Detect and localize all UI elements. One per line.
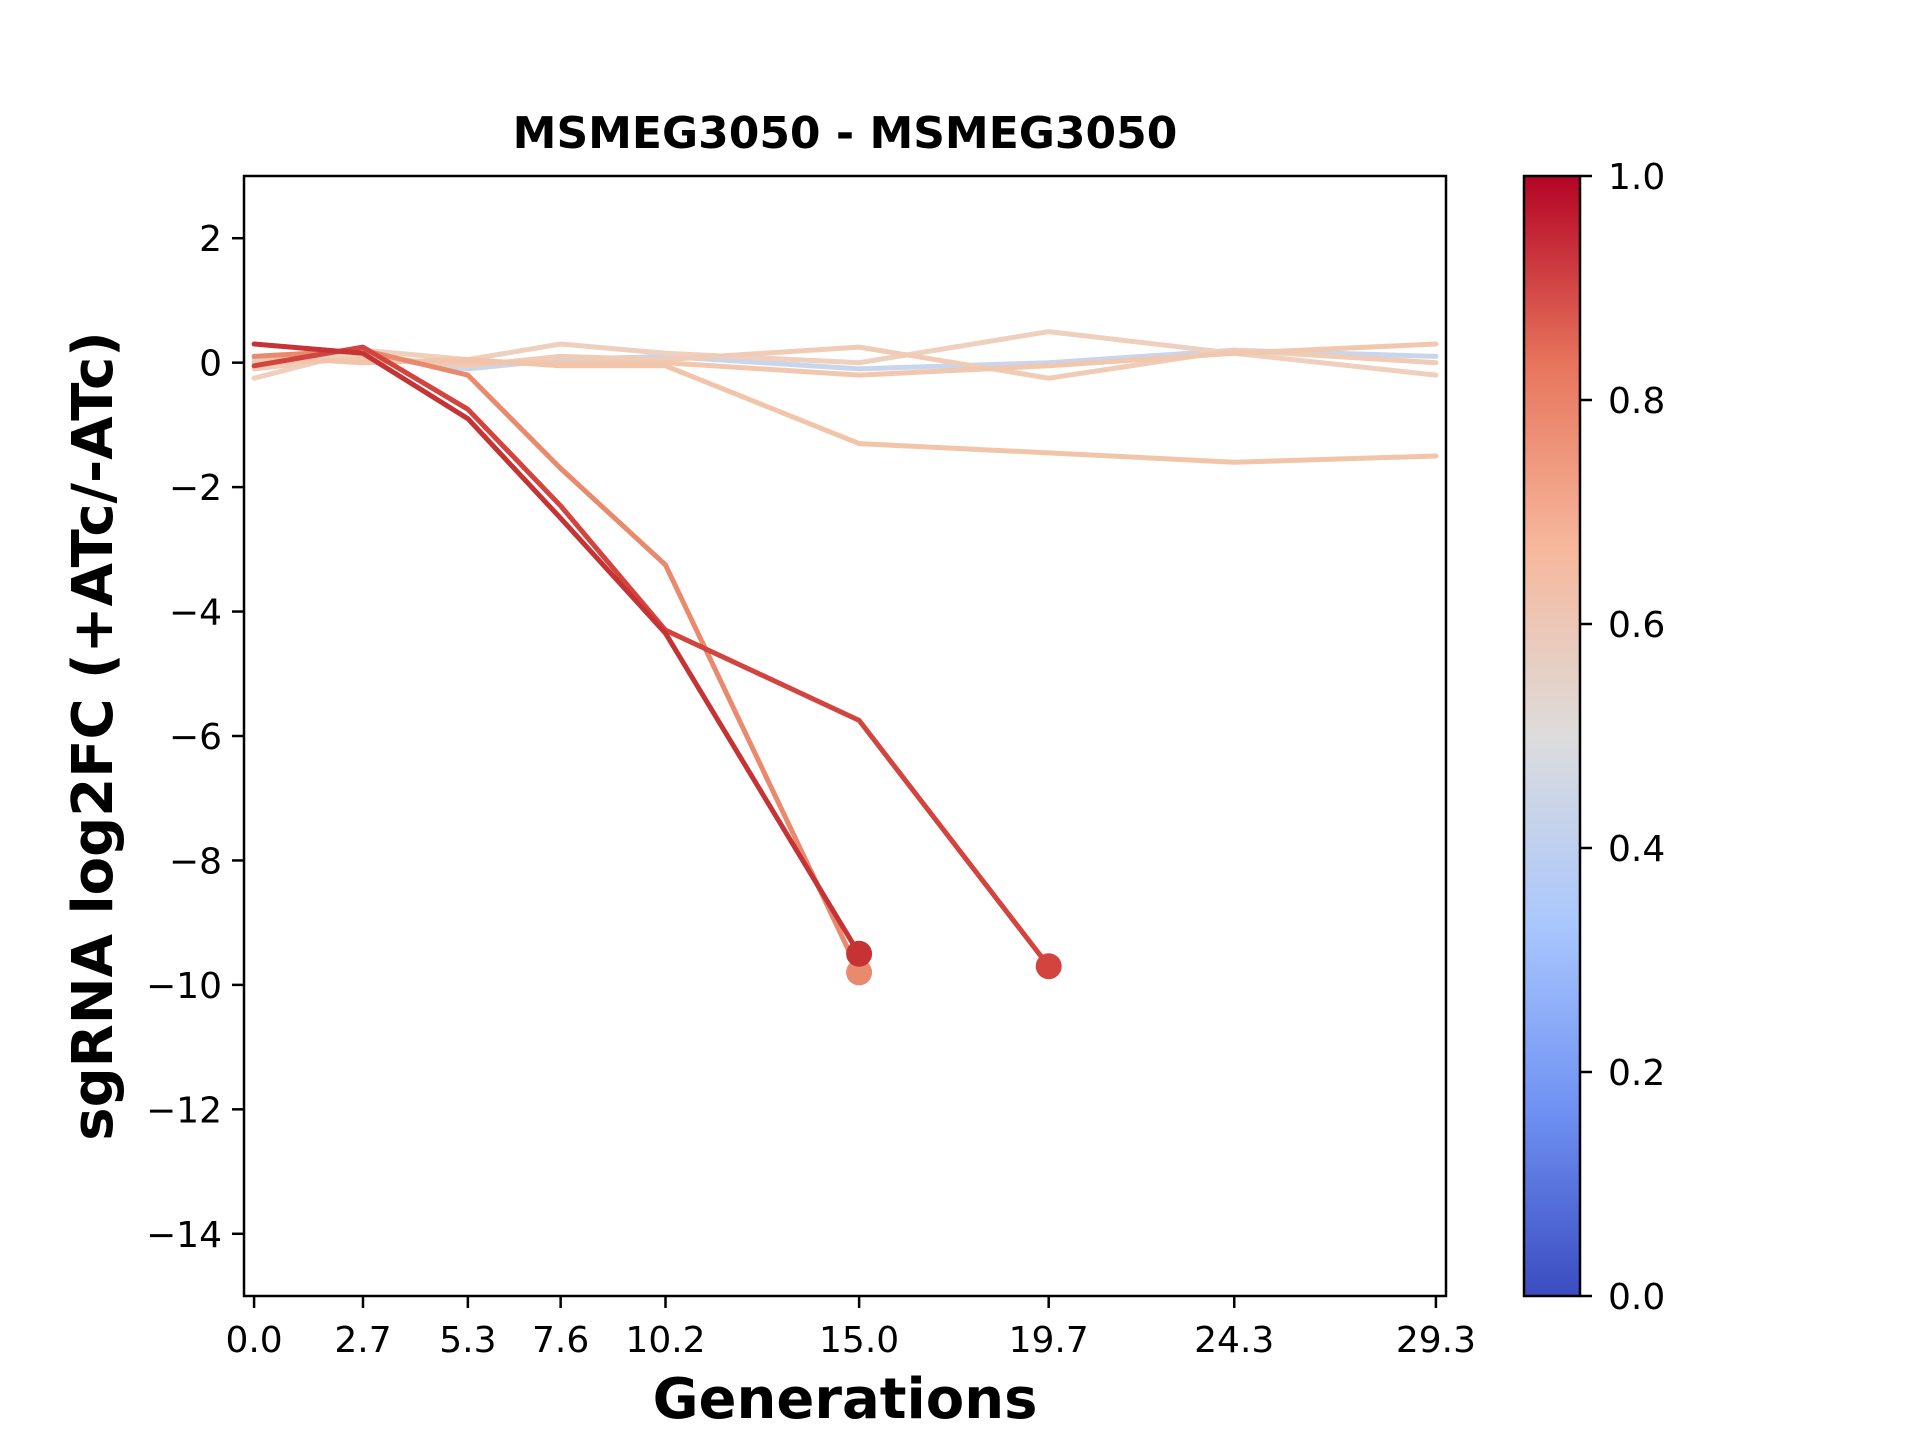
colorbar-tick-label: 0.6 [1608, 605, 1665, 646]
x-tick-label: 5.3 [439, 1320, 496, 1361]
x-tick-label: 24.3 [1194, 1320, 1274, 1361]
y-axis: 2 0 −2 −4 −6 −8 −10 −12 −14 [146, 219, 244, 1256]
chart-title: MSMEG3050 - MSMEG3050 [513, 108, 1178, 159]
colorbar-axis: 0.0 0.2 0.4 0.6 0.8 1.0 [1580, 157, 1665, 1318]
y-tick-label: 2 [199, 219, 222, 260]
y-tick-label: −10 [146, 966, 222, 1007]
plot-frame [242, 174, 1448, 1298]
y-tick-label: −14 [146, 1215, 222, 1256]
series-end-point-7 [1035, 953, 1062, 980]
x-tick-label: 15.0 [819, 1320, 899, 1361]
x-tick-label: 10.2 [625, 1320, 705, 1361]
colorbar-tick-label: 0.8 [1608, 381, 1665, 422]
x-tick-label: 29.3 [1396, 1320, 1476, 1361]
x-axis: 0.0 2.7 5.3 7.6 10.2 15.0 19.7 24.3 29.3 [225, 1296, 1476, 1361]
series-layer [251, 329, 1439, 986]
x-tick-label: 0.0 [225, 1320, 282, 1361]
series-end-point-8 [846, 940, 873, 967]
y-tick-label: −12 [146, 1090, 222, 1131]
y-tick-label: −8 [169, 841, 222, 882]
colorbar [1522, 174, 1582, 1298]
colorbar-tick-label: 0.4 [1608, 829, 1665, 870]
colorbar-tick-label: 0.2 [1608, 1053, 1665, 1094]
colorbar-tick-label: 0.0 [1608, 1277, 1665, 1318]
y-tick-label: −2 [169, 468, 222, 509]
y-tick-label: −4 [169, 593, 222, 634]
x-tick-label: 7.6 [532, 1320, 589, 1361]
y-tick-label: 0 [199, 344, 222, 385]
x-tick-label: 19.7 [1009, 1320, 1089, 1361]
colorbar-tick-label: 1.0 [1608, 157, 1665, 198]
series-line-8 [251, 341, 862, 957]
x-tick-label: 2.7 [334, 1320, 391, 1361]
x-axis-label: Generations [653, 1367, 1038, 1432]
series-line-6 [251, 347, 862, 975]
y-tick-label: −6 [169, 717, 222, 758]
series-line-2 [251, 329, 1439, 381]
series-end-point-6 [846, 959, 873, 986]
series-line-5 [251, 353, 1439, 465]
y-axis-label: sgRNA log2FC (+ATc/-ATc) [61, 331, 126, 1141]
series-line-7 [251, 344, 1052, 969]
